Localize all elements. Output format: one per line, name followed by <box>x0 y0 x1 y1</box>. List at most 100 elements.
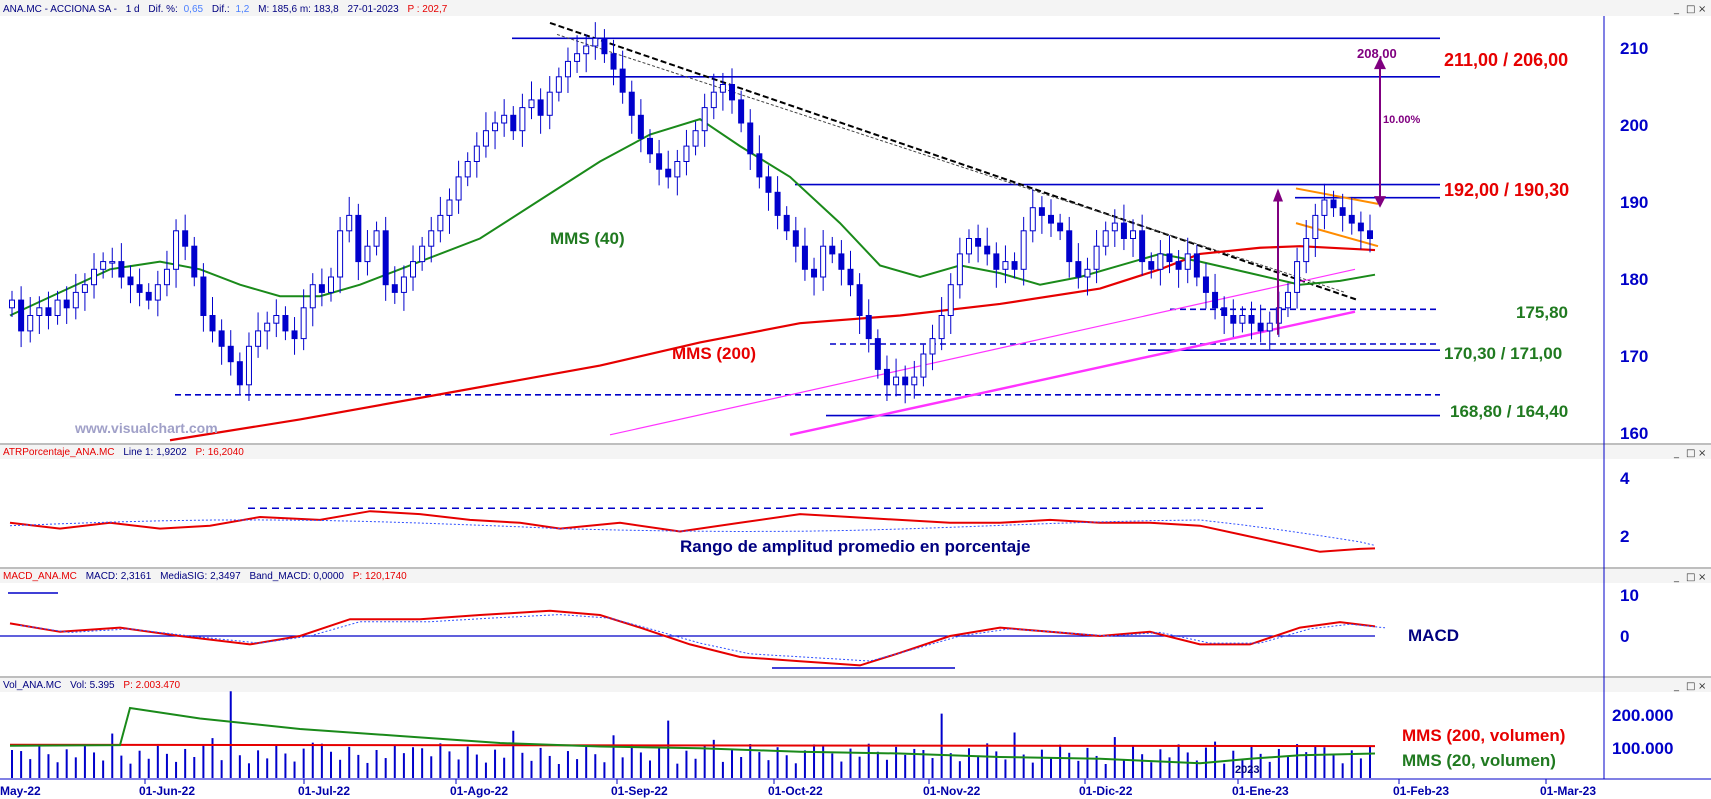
atr-y-axis: 4 2 <box>1620 469 1630 546</box>
secondary-downtrend-line <box>556 33 1346 293</box>
candle-body <box>209 315 216 332</box>
atr-close-button[interactable]: × <box>1698 448 1706 459</box>
candle-body <box>1312 214 1319 239</box>
candle-body <box>1020 230 1027 270</box>
x-tick-label: May-22 <box>0 784 41 798</box>
candle-body <box>929 338 936 355</box>
main-header-name: ANA.MC - ACCIONA SA - <box>3 4 117 15</box>
candle-body <box>191 245 198 278</box>
candle-body <box>938 315 945 340</box>
candle-body <box>574 53 581 62</box>
candle-body <box>1294 261 1301 293</box>
candle-body <box>637 114 644 139</box>
candle-body <box>1057 222 1064 232</box>
candle-body <box>510 114 517 132</box>
candle-body <box>519 107 526 132</box>
macd-y-tick-10: 10 <box>1620 586 1639 605</box>
minimize-button[interactable]: _ <box>1673 4 1680 15</box>
x-tick-label: 01-Ago-22 <box>450 784 508 798</box>
candle-body <box>592 37 599 47</box>
candle-body <box>920 353 927 378</box>
main-downtrend-line <box>549 21 1359 302</box>
candle-body <box>947 284 954 317</box>
candle-body <box>984 245 991 255</box>
atr-maximize-button[interactable]: □ <box>1686 448 1695 459</box>
y-tick-190: 190 <box>1620 193 1648 212</box>
macd-line <box>9 609 1376 667</box>
vol-close-button[interactable]: × <box>1698 681 1706 692</box>
candle-body <box>756 153 763 178</box>
candle-body <box>1357 222 1364 232</box>
candle-body <box>63 299 70 309</box>
candle-body <box>163 268 170 286</box>
candle-body <box>410 261 417 278</box>
candle-body <box>1284 291 1291 309</box>
candle-body <box>1348 214 1355 224</box>
candle-body <box>182 230 189 247</box>
vol-header: Vol_ANA.MC Vol: 5.395 P: 2.003.470 <box>3 680 181 691</box>
candle-body <box>738 99 745 124</box>
candle-body <box>601 37 608 55</box>
vol-y-axis: 200.000 100.000 <box>1612 706 1673 758</box>
vol-mms20-line <box>9 706 1376 765</box>
macd-y-tick-0: 0 <box>1620 627 1629 646</box>
atr-minimize-button[interactable]: _ <box>1673 448 1680 459</box>
uptrend-line-thin <box>609 268 1356 436</box>
x-tick-label: 01-Feb-23 <box>1393 784 1449 798</box>
candle-body <box>364 245 371 263</box>
horizontal-levels <box>175 37 1440 417</box>
candle-body <box>1330 199 1337 209</box>
macd-close-button[interactable]: × <box>1698 572 1706 583</box>
candle-body <box>291 330 298 340</box>
candle-body <box>965 238 972 255</box>
atr-signal-line <box>9 519 1376 546</box>
watermark: www.visualchart.com <box>74 420 218 436</box>
vol-maximize-button[interactable]: □ <box>1686 681 1695 692</box>
macd-maximize-button[interactable]: □ <box>1686 572 1695 583</box>
candle-body <box>309 284 316 309</box>
vol-minimize-button[interactable]: _ <box>1673 681 1680 692</box>
measure-arrow-head <box>1273 188 1283 202</box>
candle-body <box>674 161 681 178</box>
candle-body <box>428 230 435 247</box>
candle-body <box>18 299 25 332</box>
candle-body <box>975 238 982 247</box>
vol-y-tick-100000: 100.000 <box>1612 739 1673 758</box>
x-tick-label: 01-Dic-22 <box>1079 784 1133 798</box>
candle-body <box>1139 230 1146 263</box>
candle-body <box>1075 261 1082 278</box>
label-target-value: 208,00 <box>1357 46 1397 61</box>
candle-body <box>154 284 161 301</box>
candle-body <box>765 176 772 193</box>
macd-caption: MACD <box>1408 626 1459 645</box>
close-button[interactable]: × <box>1698 4 1706 15</box>
candle-body <box>1157 253 1164 270</box>
candle-body <box>1038 207 1045 216</box>
panel-frames <box>0 0 1711 780</box>
candle-body <box>227 345 234 363</box>
candle-body <box>1257 322 1264 332</box>
macd-lines <box>0 592 1386 669</box>
year-marker: 2023 <box>1235 764 1259 776</box>
candle-body <box>1084 268 1091 278</box>
candle-body <box>847 268 854 286</box>
trend-lines <box>549 21 1379 437</box>
candle-body <box>665 168 672 178</box>
candle-body <box>874 338 881 370</box>
window-buttons[interactable]: _ □ × _ □ × _ □ × _ □ × <box>1673 4 1706 692</box>
macd-header: MACD_ANA.MC MACD: 2,3161 MediaSIG: 2,349… <box>3 571 407 582</box>
macd-signal-line <box>19 614 1386 662</box>
macd-minimize-button[interactable]: _ <box>1673 572 1680 583</box>
candle-body <box>902 376 909 386</box>
candle-body <box>783 214 790 232</box>
vol-label-mms200: MMS (200, volumen) <box>1402 726 1565 745</box>
candle-body <box>200 276 207 316</box>
candle-body <box>1212 291 1219 309</box>
candle-body <box>1011 261 1018 270</box>
candle-body <box>1048 214 1055 224</box>
candle-body <box>1102 230 1109 247</box>
maximize-button[interactable]: □ <box>1686 4 1695 15</box>
volume-bars <box>9 691 1376 778</box>
vol-label-mms20: MMS (20, volumen) <box>1402 751 1556 770</box>
candle-body <box>118 261 125 278</box>
